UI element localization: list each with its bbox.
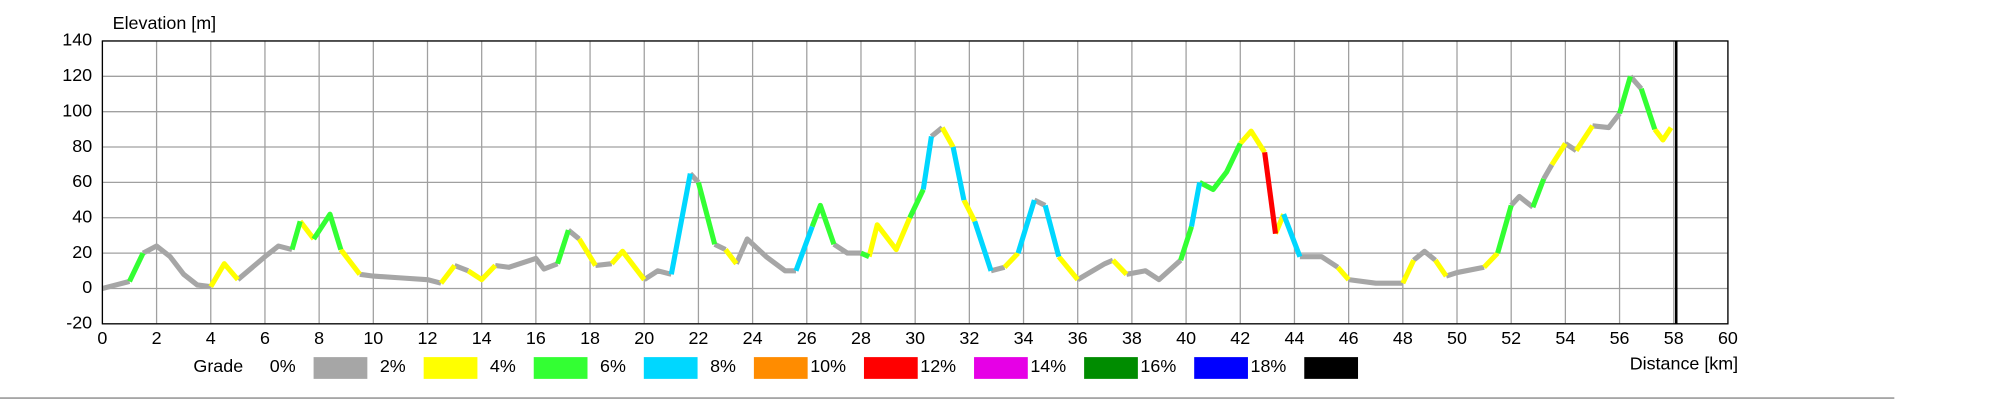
legend-swatch: [753, 357, 808, 379]
x-tick-label: 14: [472, 328, 492, 348]
x-tick-label: 6: [260, 328, 270, 348]
plot-frame: [101, 40, 1729, 325]
x-tick-label: 48: [1393, 328, 1413, 348]
x-tick-label: 0: [97, 328, 107, 348]
legend-swatch: [863, 357, 918, 379]
x-tick-label: 40: [1176, 328, 1196, 348]
legend-swatch: [1194, 357, 1248, 379]
grade-line: [1262, 152, 1279, 235]
x-tick-label: 36: [1068, 328, 1088, 348]
legend-label: 6%: [600, 356, 626, 376]
y-tick-label: 80: [72, 136, 92, 156]
x-tick-label: 44: [1284, 328, 1304, 348]
grade-line: [668, 136, 1303, 275]
x-tick-label: 28: [851, 328, 871, 348]
legend-swatch: [643, 357, 698, 379]
legend-label: 16%: [1140, 356, 1176, 376]
x-tick-label: 4: [206, 328, 216, 348]
x-tick-label: 30: [905, 328, 925, 348]
legend-label: 2%: [380, 356, 406, 376]
y-tick-label: -20: [66, 313, 92, 333]
x-tick-label: 2: [152, 328, 162, 348]
legend-swatch: [313, 357, 368, 379]
y-axis-title: Elevation [m]: [113, 13, 217, 33]
y-tick-label: 20: [72, 242, 92, 262]
x-tick-label: 60: [1718, 328, 1738, 348]
profile: [101, 74, 1674, 291]
x-tick-label: 26: [797, 328, 817, 348]
x-tick-label: 10: [363, 328, 383, 348]
x-tick-label: 18: [580, 328, 600, 348]
legend-label: 10%: [810, 356, 846, 376]
x-tick-label: 8: [314, 328, 324, 348]
legend-swatch: [1084, 357, 1138, 379]
legend-label: 12%: [920, 356, 956, 376]
x-tick-label: 20: [634, 328, 654, 348]
x-tick-label: 50: [1447, 328, 1467, 348]
legend-swatch: [423, 357, 478, 379]
x-tick-label: 54: [1555, 328, 1575, 348]
legend: 0% 2% 4% 6% 8% 10% 12% 14% 16% 18%: [270, 356, 1359, 379]
y-tick-label: 40: [72, 206, 92, 226]
x-tick-label: 12: [418, 328, 438, 348]
x-tick-label: 42: [1230, 328, 1250, 348]
legend-label: 14%: [1030, 356, 1066, 376]
x-tick-label: 58: [1664, 328, 1684, 348]
legend-label: 0%: [270, 356, 296, 376]
legend-swatch: [1304, 357, 1359, 379]
x-tick-label: 46: [1339, 328, 1359, 348]
x-tick-label: 52: [1501, 328, 1521, 348]
x-tick-label: 38: [1122, 328, 1142, 348]
x-axis-title: Distance [km]: [1630, 354, 1738, 374]
y-tick-label: 0: [82, 277, 92, 297]
y-tick-label: 100: [62, 100, 92, 120]
y-tick-label: 120: [62, 65, 92, 85]
grade-line: [101, 74, 1644, 291]
legend-swatch: [533, 357, 588, 379]
legend-title: Grade: [193, 356, 243, 376]
grade-line: [127, 75, 1658, 283]
y-tick-label: 140: [62, 30, 92, 50]
grade-line: [208, 124, 1674, 289]
y-tick-label: 60: [72, 171, 92, 191]
legend-swatch: [974, 357, 1028, 379]
legend-label: 18%: [1251, 356, 1287, 376]
x-tick-label: 24: [743, 328, 763, 348]
x-tick-label: 16: [526, 328, 546, 348]
x-tick-label: 32: [959, 328, 979, 348]
legend-label: 8%: [710, 356, 736, 376]
legend-label: 4%: [490, 356, 516, 376]
x-tick-label: 56: [1610, 328, 1630, 348]
x-tick-label: 34: [1014, 328, 1034, 348]
x-tick-label: 22: [688, 328, 708, 348]
